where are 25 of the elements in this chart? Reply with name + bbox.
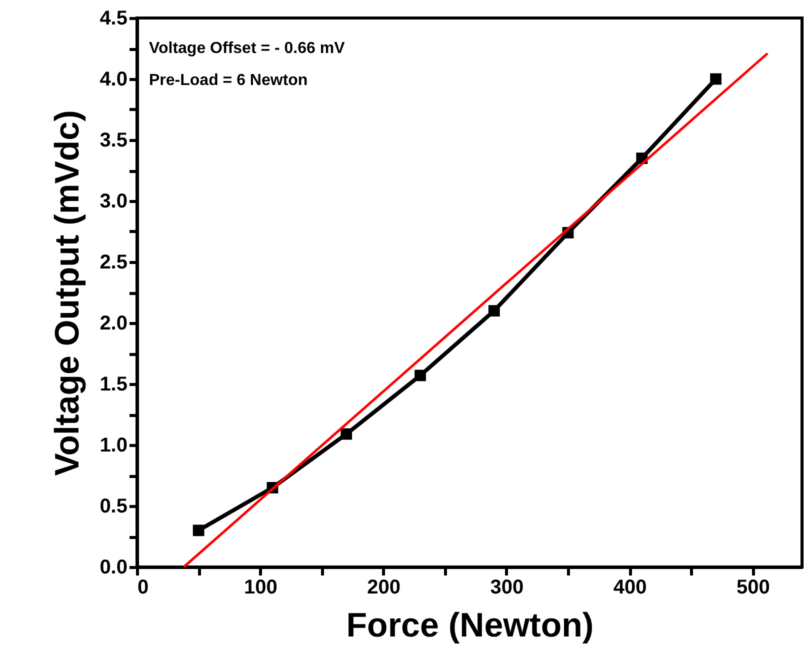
y-tick-label: 3.5 — [100, 130, 128, 152]
x-tick-label: 500 — [736, 576, 770, 598]
x-tick-label: 400 — [613, 576, 647, 598]
y-tick-label: 1.5 — [100, 374, 128, 396]
y-tick-label: 4.5 — [100, 8, 128, 30]
point — [710, 73, 722, 85]
y-tick-label: 0.0 — [100, 556, 128, 578]
x-tick-label: 100 — [244, 576, 278, 598]
y-tick-label: 0.5 — [100, 496, 128, 518]
point — [488, 305, 500, 316]
y-tick-label: 4.0 — [100, 68, 128, 90]
y-tick-label: 3.0 — [100, 190, 128, 212]
x-tick-label: 300 — [490, 576, 524, 598]
annotation: Pre-Load = 6 Newton — [149, 72, 308, 89]
annotation: Voltage Offset = - 0.66 mV — [149, 40, 346, 57]
y-tick-label: 2.5 — [100, 252, 128, 274]
y-tick-label: 1.0 — [100, 434, 128, 456]
point — [414, 370, 426, 382]
x-tick-label: 200 — [367, 576, 400, 598]
y-tick-label: 2.0 — [100, 312, 128, 334]
x-tick-label: 0 — [138, 576, 149, 598]
point — [340, 428, 352, 440]
point — [192, 524, 204, 536]
x-axis-title: Force (Newton) — [346, 606, 594, 644]
y-axis-title: Voltage Output (mVdc) — [48, 110, 87, 476]
